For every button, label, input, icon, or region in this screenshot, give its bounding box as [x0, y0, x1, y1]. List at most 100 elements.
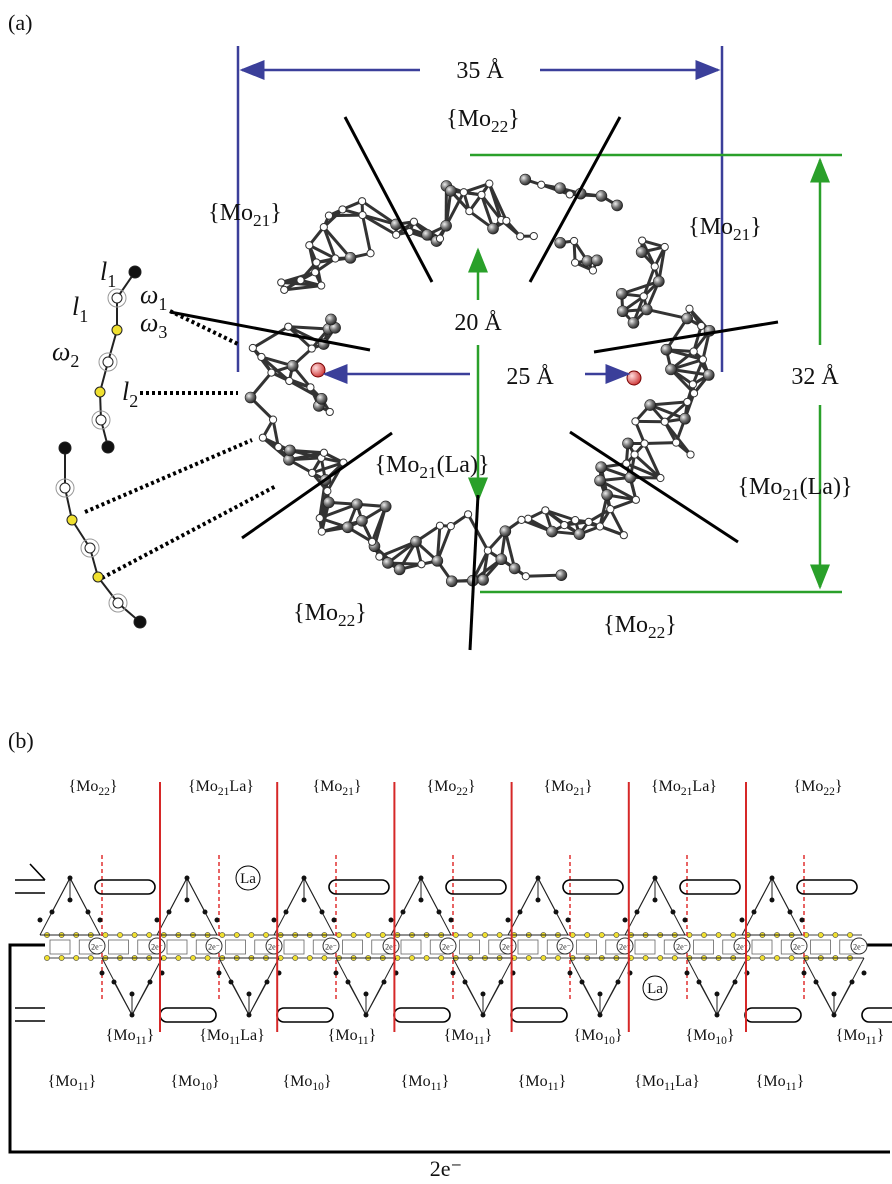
cluster-edge	[132, 982, 150, 1015]
atom	[572, 517, 579, 524]
fragment-label: {Mo22}	[426, 778, 475, 798]
atom	[517, 233, 524, 240]
bond	[647, 309, 687, 318]
mo-atom	[364, 992, 369, 997]
bottom-bridge	[511, 1008, 567, 1022]
mo-atom	[697, 980, 702, 985]
yellow-atom	[599, 932, 604, 937]
atom	[596, 462, 607, 473]
inset-label: ω2	[52, 337, 79, 371]
label-part: }	[354, 778, 362, 795]
cluster-edge	[169, 878, 187, 912]
mo-atom	[437, 910, 442, 915]
atom	[561, 522, 568, 529]
mo-atom	[68, 876, 73, 881]
mo-atom	[320, 910, 325, 915]
label-part: {Mo	[426, 778, 456, 795]
atom	[359, 198, 366, 205]
mo-atom	[332, 918, 337, 923]
atom	[555, 237, 566, 248]
label-part: }	[147, 1027, 155, 1044]
atom	[326, 314, 337, 325]
atom	[641, 440, 648, 447]
label-part: {Mo	[738, 474, 783, 500]
atom	[380, 501, 391, 512]
mo-atom	[50, 910, 55, 915]
cluster-edge	[52, 878, 70, 912]
label-part: ω	[140, 308, 158, 337]
atom	[357, 515, 368, 526]
mo-atom	[185, 898, 190, 903]
mo-atom	[463, 980, 468, 985]
electron-label: 2e⁻	[325, 943, 337, 952]
la-label: La	[647, 981, 663, 997]
yellow-atom	[818, 932, 823, 937]
la-atom	[311, 363, 325, 377]
atom	[432, 555, 443, 566]
cluster-edge	[655, 878, 673, 912]
mo-atom	[364, 1013, 369, 1018]
chain-atom	[102, 441, 114, 453]
yellow-atom	[220, 932, 225, 937]
label-sub: 22	[648, 623, 665, 642]
yellow-atom	[555, 955, 560, 960]
fragment-label: {Mo11}	[401, 1073, 450, 1093]
label-part: }	[665, 612, 677, 638]
fragment-label: {Mo11}	[48, 1073, 97, 1093]
mo-atom	[752, 910, 757, 915]
atom	[640, 293, 647, 300]
label-part: La}	[675, 1073, 700, 1090]
yellow-atom	[731, 932, 736, 937]
mo-atom	[481, 992, 486, 997]
atom	[509, 563, 520, 574]
atom	[320, 449, 327, 456]
atom	[332, 255, 339, 262]
yellow-atom	[833, 932, 838, 937]
atom	[306, 242, 313, 249]
label-part: {Mo	[651, 778, 681, 795]
chain-atom	[134, 616, 146, 628]
yellow-atom	[497, 932, 502, 937]
atom	[636, 247, 647, 258]
label-part: }	[468, 778, 476, 795]
electron-label: 2e⁻	[208, 943, 220, 952]
yellow-atom	[59, 955, 64, 960]
label-sub: 11	[786, 1081, 797, 1093]
cluster-edge	[834, 982, 852, 1015]
figure: (a) (b) l1ω1l1ω3ω2l2 35 Å20 Å25 Å32 Å{Mo…	[0, 0, 892, 1184]
bottom-bridge	[745, 1008, 801, 1022]
label-part: }	[369, 1027, 377, 1044]
yellow-atom	[439, 955, 444, 960]
label-part: }	[485, 1027, 493, 1044]
cluster-edge	[520, 878, 538, 912]
atom	[616, 288, 627, 299]
dimension-label: 32 Å	[791, 364, 839, 390]
atom	[699, 356, 706, 363]
label-sub: 22	[491, 117, 508, 136]
yellow-atom	[453, 932, 458, 937]
la-label: La	[240, 871, 256, 887]
fragment-label: {Mo11La}	[634, 1073, 700, 1093]
label-part: {Mo	[68, 778, 98, 795]
bond	[644, 443, 676, 444]
atom	[275, 443, 282, 450]
label-sub: 1	[79, 306, 88, 326]
yellow-atom	[643, 955, 648, 960]
cluster-edge	[348, 982, 366, 1015]
label-sub: 3	[158, 322, 167, 342]
label-sub: 11	[136, 1035, 147, 1047]
electron-label: 2e⁻	[151, 943, 163, 952]
atom	[325, 212, 332, 219]
mo-atom	[130, 992, 135, 997]
atom	[589, 267, 596, 274]
atom	[698, 322, 705, 329]
yellow-atom	[117, 932, 122, 937]
label-sub: 21	[733, 225, 750, 244]
mo-atom	[265, 980, 270, 985]
label-part: {Mo	[543, 778, 573, 795]
atom	[661, 418, 668, 425]
yellow-atom	[774, 955, 779, 960]
mo-atom	[623, 918, 628, 923]
atom	[258, 353, 265, 360]
dimension-label: 35 Å	[456, 58, 504, 84]
